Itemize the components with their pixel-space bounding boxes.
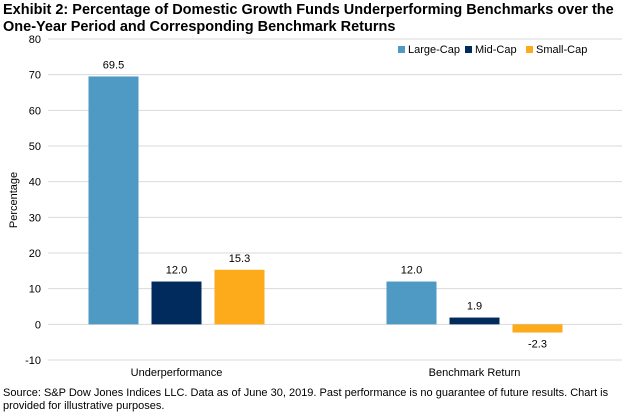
legend-label: Mid-Cap [475, 44, 517, 56]
chart-title: Exhibit 2: Percentage of Domestic Growth… [3, 2, 614, 35]
y-axis-label: Percentage [8, 172, 20, 228]
y-tick-label: 10 [29, 284, 41, 296]
data-label: 15.3 [229, 253, 250, 265]
bar-large-cap [386, 281, 437, 325]
y-tick-label: 0 [35, 319, 41, 331]
legend-swatch [398, 46, 405, 53]
y-tick-label: 70 [29, 70, 41, 82]
y-tick-label: 40 [29, 177, 41, 189]
y-tick-label: 20 [29, 248, 41, 260]
bar-large-cap [88, 76, 139, 325]
legend-label: Large-Cap [408, 44, 460, 56]
y-tick-label: 50 [29, 141, 41, 153]
data-label: 69.5 [103, 59, 124, 71]
x-tick-label: Benchmark Return [429, 367, 521, 379]
x-tick-label: Underperformance [131, 367, 223, 379]
bar-small-cap [214, 269, 265, 325]
y-tick-label: 60 [29, 105, 41, 117]
data-label: 12.0 [166, 265, 187, 277]
bar-mid-cap [449, 317, 500, 325]
data-label: -2.3 [528, 339, 547, 351]
bar-small-cap [512, 324, 563, 333]
y-tick-label: -10 [25, 355, 41, 367]
legend-swatch [465, 46, 472, 53]
y-tick-label: 30 [29, 212, 41, 224]
source-note: Source: S&P Dow Jones Indices LLC. Data … [3, 387, 609, 412]
data-label: 1.9 [467, 301, 482, 313]
legend-swatch [526, 46, 533, 53]
bar-mid-cap [151, 281, 202, 325]
y-tick-label: 80 [29, 34, 41, 46]
data-label: 12.0 [401, 265, 422, 277]
legend-label: Small-Cap [536, 44, 587, 56]
